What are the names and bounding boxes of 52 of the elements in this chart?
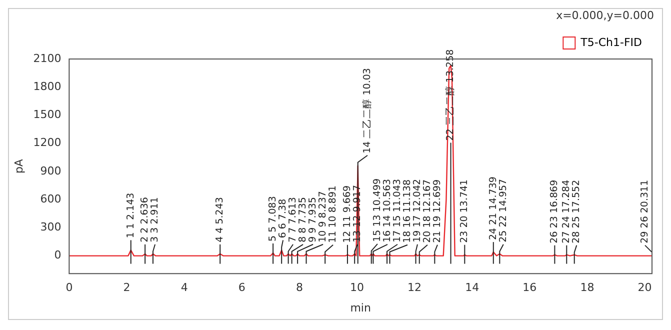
x-tick-label: 14 [465,281,480,294]
annotation: 2 2 2.636 [140,197,151,242]
annotation: 7 7 7.613 [288,197,299,242]
annotation: 17 15 11.043 [392,178,403,242]
annotation: 21 19 12.699 [432,179,443,243]
annotation: 26 23 16.869 [549,180,560,244]
annotation: 1 1 2.143 [125,192,136,238]
x-tick-label: 8 [296,281,303,294]
x-tick-label: 0 [66,281,73,294]
annotation: 11 10 8.891 [328,185,339,243]
x-tick-label: 18 [580,281,594,294]
y-tick-label: 900 [40,164,62,178]
x-tick-label: 12 [408,281,422,294]
annotation: 24 21 14.739 [488,176,499,240]
y-tick-label: 2100 [33,52,62,65]
x-axis-title: min [350,301,371,314]
annotation: 19 17 12.042 [412,178,423,242]
y-tick-label: 1800 [33,80,62,93]
annotation: 10 9 8.237 [318,191,329,242]
legend-label: T5-Ch1-FID [580,36,642,49]
annotation: 29 26 20.311 [639,180,650,244]
y-tick-label: 300 [40,220,62,234]
annotation: 23 20 13.741 [459,179,470,243]
annotation: 3 3 2.911 [150,197,161,242]
x-tick-label: 4 [180,281,188,294]
annotation: 27 24 17.284 [561,180,572,244]
annotation: 22 三乙二醇 13.258 [444,49,456,141]
annotation: 25 22 14.957 [498,178,509,242]
annotation: 28 25 17.552 [571,180,582,244]
annotation: 13 12 9.917 [352,184,363,242]
annotation: 15 13 10.499 [372,178,383,242]
annotation: 16 14 10.563 [382,178,393,242]
y-tick-label: 600 [40,192,62,206]
annotation: 9 9 7.935 [308,197,319,242]
x-tick-label: 16 [522,281,537,294]
annotation: 12 11 9.669 [342,185,353,243]
y-tick-label: 0 [54,248,62,262]
annotation: 5 5 7.083 [268,196,279,242]
y-axis-title: pA [12,158,26,174]
annotation: 20 18 12.167 [422,179,433,243]
annotation: 6 6 7.38 [278,198,289,238]
x-tick-label: 10 [350,281,364,294]
x-tick-label: 20 [638,281,652,294]
annotation: 8 8 7.735 [298,197,309,242]
annotation: 4 4 5.243 [214,197,226,242]
x-tick-label: 6 [238,281,246,294]
annotation: 14 二乙二醇 10.03 [360,68,373,154]
annotation: 18 16 11.138 [402,179,413,243]
x-tick-label: 2 [123,281,130,294]
y-tick-label: 1500 [33,108,62,122]
y-tick-label: 1200 [33,136,62,150]
text: x=0.000,y=0.000 [556,9,654,22]
